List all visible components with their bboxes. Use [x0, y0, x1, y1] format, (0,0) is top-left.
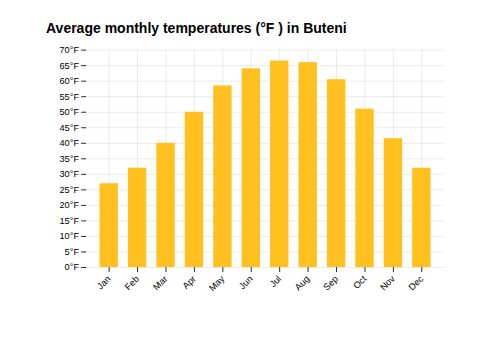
svg-text:Sep: Sep: [321, 274, 340, 293]
svg-text:10°F: 10°F: [60, 231, 80, 241]
svg-text:20°F: 20°F: [60, 200, 80, 210]
html-text:Average monthly temperatures (: Average monthly temperatures (°F ) in Bu…: [46, 20, 347, 36]
svg-text:40°F: 40°F: [60, 138, 80, 148]
svg-text:Oct: Oct: [351, 273, 368, 290]
svg-text:35°F: 35°F: [60, 154, 80, 164]
svg-text:55°F: 55°F: [60, 92, 80, 102]
svg-text:Jun: Jun: [237, 274, 255, 292]
svg-text:15°F: 15°F: [60, 216, 80, 226]
svg-text:Feb: Feb: [123, 274, 141, 292]
svg-text:60°F: 60°F: [60, 76, 80, 86]
svg-text:30°F: 30°F: [60, 169, 80, 179]
svg-text:Mar: Mar: [151, 274, 169, 292]
svg-text:0°F: 0°F: [65, 262, 80, 272]
svg-text:65°F: 65°F: [60, 61, 80, 71]
svg-text:Jan: Jan: [95, 274, 113, 292]
svg-text:5°F: 5°F: [65, 247, 80, 257]
svg-text:Nov: Nov: [378, 274, 397, 293]
svg-text:70°F: 70°F: [60, 45, 80, 55]
svg-text:Aug: Aug: [293, 274, 312, 293]
svg-text:50°F: 50°F: [60, 107, 80, 117]
svg-text:Apr: Apr: [181, 274, 198, 291]
svg-text:45°F: 45°F: [60, 123, 80, 133]
svg-text:Jul: Jul: [268, 274, 283, 289]
svg-text:25°F: 25°F: [60, 185, 80, 195]
svg-text:Dec: Dec: [407, 274, 426, 293]
svg-text:May: May: [207, 274, 227, 294]
